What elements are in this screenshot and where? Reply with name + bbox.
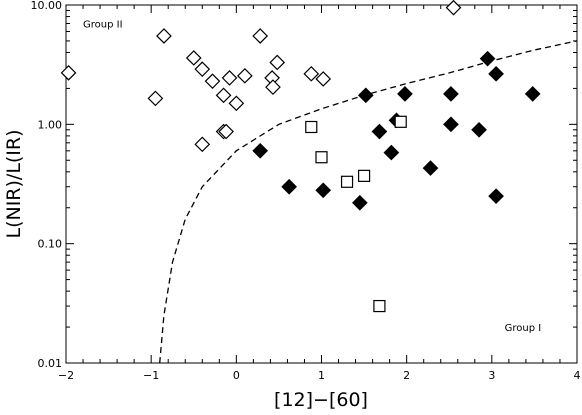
open-diamond-point xyxy=(60,65,77,81)
x-tick-label: 1 xyxy=(318,369,325,382)
filled-diamond-point xyxy=(397,86,413,102)
filled-diamond-point xyxy=(488,188,504,205)
open-diamond-point xyxy=(237,67,253,84)
open-diamond-point xyxy=(303,65,320,82)
open-diamond-point xyxy=(265,79,281,95)
open-diamond-point xyxy=(221,70,238,86)
axis-ticks xyxy=(65,4,578,364)
open-diamond-point xyxy=(252,28,269,44)
x-tick-label: 3 xyxy=(488,369,495,382)
y-tick-label: 1.00 xyxy=(38,118,63,131)
filled-diamond-point xyxy=(383,144,400,161)
group-annotation: Group I xyxy=(505,323,542,334)
open-square-point xyxy=(373,299,386,313)
series-layer xyxy=(60,0,578,364)
filled-diamond-point xyxy=(479,50,496,67)
x-axis-title: [12]−[60] xyxy=(274,389,368,411)
open-diamond-point xyxy=(204,73,221,90)
open-square-point xyxy=(357,169,371,182)
open-diamond-point xyxy=(445,0,462,16)
open-diamond-point xyxy=(228,95,245,112)
filled-diamond-point xyxy=(315,182,332,199)
filled-diamond-point xyxy=(281,178,297,195)
open-square-point xyxy=(340,175,354,188)
filled-diamond-point xyxy=(443,116,459,133)
open-diamond-point xyxy=(194,61,211,78)
open-square-point xyxy=(394,115,407,128)
open-square-point xyxy=(315,151,328,164)
x-tick-label: 2 xyxy=(403,369,410,382)
annotations: Group II Group I xyxy=(83,19,541,334)
tick-labels: −2 −1 0 1 2 3 4 0.01 0.10 1.00 10.00 xyxy=(31,0,581,382)
x-tick-label: −1 xyxy=(143,369,159,382)
filled-diamond-point xyxy=(488,65,504,82)
open-diamond-point xyxy=(147,90,164,107)
filled-diamond-point xyxy=(422,160,439,176)
filled-diamond-point xyxy=(443,86,459,102)
filled-diamond-point xyxy=(351,194,368,211)
filled-diamond-point xyxy=(524,86,541,102)
dashed-boundary-line xyxy=(159,40,578,364)
x-tick-label: −2 xyxy=(58,369,74,382)
open-square-point xyxy=(305,120,318,134)
group-annotation: Group II xyxy=(83,19,123,30)
x-tick-label: 4 xyxy=(574,369,581,382)
filled-diamond-point xyxy=(252,142,269,159)
open-diamond-point xyxy=(315,71,332,87)
filled-diamond-point xyxy=(471,121,487,138)
open-diamond-point xyxy=(218,123,234,140)
y-tick-label: 10.00 xyxy=(31,0,63,12)
open-diamond-point xyxy=(185,50,202,66)
y-tick-label: 0.01 xyxy=(38,357,63,370)
y-axis-title: L(NIR)/L(IR) xyxy=(3,129,25,238)
x-tick-label: 0 xyxy=(233,369,240,382)
open-diamond-point xyxy=(269,54,286,71)
open-diamond-point xyxy=(156,28,172,44)
open-diamond-point xyxy=(215,87,232,104)
y-tick-label: 0.10 xyxy=(38,238,63,251)
open-diamond-point xyxy=(194,136,211,153)
filled-diamond-point xyxy=(371,123,388,140)
